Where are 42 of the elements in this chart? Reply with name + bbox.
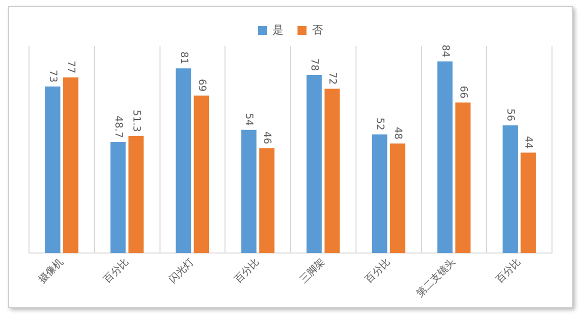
data-label: 52 <box>374 118 385 130</box>
data-label: 81 <box>178 51 189 64</box>
x-tick-label: 摄像机 <box>36 256 66 286</box>
data-label: 56 <box>504 108 516 122</box>
bar <box>194 96 210 254</box>
data-label: 48.7 <box>112 116 124 138</box>
legend-label: 否 <box>312 23 323 36</box>
data-label: 78 <box>308 58 320 72</box>
data-label: 77 <box>65 60 76 74</box>
data-label: 66 <box>457 86 468 98</box>
data-label: 72 <box>326 72 338 85</box>
bar <box>502 125 518 254</box>
data-label: 54 <box>243 113 254 126</box>
data-label: 84 <box>439 44 450 58</box>
bar <box>45 86 60 254</box>
bar <box>241 130 256 254</box>
x-tick-label: 第二支镜头 <box>414 256 458 300</box>
x-tick-label: 百分比 <box>494 256 524 286</box>
data-label: 46 <box>261 131 272 144</box>
data-label: 51.3 <box>130 110 142 132</box>
bar <box>259 148 274 254</box>
data-label: 44 <box>522 136 534 149</box>
bar <box>520 152 536 254</box>
bar <box>455 102 471 254</box>
x-tick-label: 百分比 <box>232 256 262 286</box>
x-tick-label: 百分比 <box>362 256 393 286</box>
bar <box>176 68 192 254</box>
bar <box>306 75 322 254</box>
data-label: 69 <box>196 78 207 92</box>
x-tick-label: 三脚架 <box>297 256 328 286</box>
bar <box>63 77 78 254</box>
bar <box>437 61 453 254</box>
x-tick-label: 闪光灯 <box>166 256 196 286</box>
legend-label: 是 <box>272 23 284 36</box>
bar <box>372 134 388 254</box>
data-label: 73 <box>47 70 58 82</box>
x-tick-label: 百分比 <box>101 256 132 286</box>
bar <box>110 142 126 254</box>
bar <box>390 144 406 254</box>
data-label: 48 <box>392 126 403 140</box>
bar <box>128 136 144 254</box>
bar <box>324 88 340 254</box>
